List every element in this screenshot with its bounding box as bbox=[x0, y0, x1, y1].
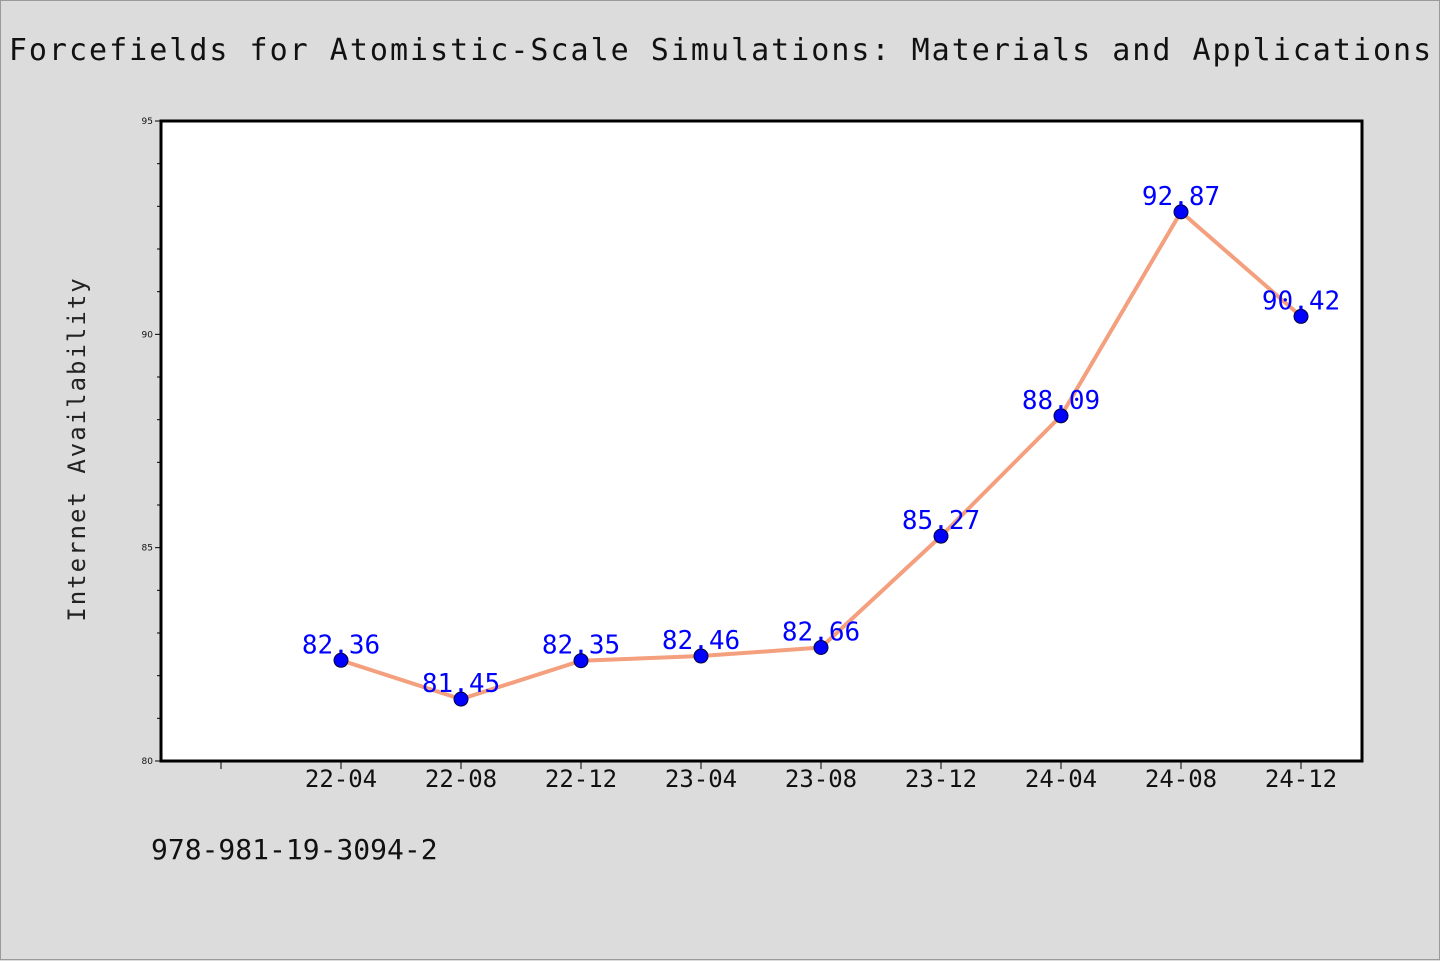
data-point bbox=[1293, 308, 1309, 324]
x-tick-label: 24-08 bbox=[1145, 765, 1217, 793]
x-tick-label: 22-04 bbox=[305, 765, 377, 793]
y-tick-label: 90 bbox=[142, 330, 154, 340]
data-label: 90.42 bbox=[1262, 286, 1340, 316]
y-tick-label: 80 bbox=[142, 757, 154, 767]
plot-area bbox=[159, 119, 1364, 763]
x-tick-label: 24-04 bbox=[1025, 765, 1097, 793]
data-point bbox=[813, 640, 829, 656]
data-label: 82.36 bbox=[302, 630, 380, 660]
x-tick-label: 23-12 bbox=[905, 765, 977, 793]
data-point bbox=[1173, 204, 1189, 220]
x-tick-label: 24-12 bbox=[1265, 765, 1337, 793]
data-point bbox=[933, 528, 949, 544]
chart-title: Forcefields for Atomistic-Scale Simulati… bbox=[8, 33, 1434, 68]
data-label: 81.45 bbox=[422, 669, 500, 699]
x-tick-label: 22-12 bbox=[545, 765, 617, 793]
data-label: 82.66 bbox=[782, 618, 860, 648]
data-label: 82.35 bbox=[542, 631, 620, 661]
data-point bbox=[1053, 408, 1069, 424]
x-tick-label: 23-04 bbox=[665, 765, 737, 793]
data-label: 92.87 bbox=[1142, 182, 1220, 212]
isbn-text: 978-981-19-3094-2 bbox=[151, 833, 438, 866]
data-point bbox=[333, 652, 349, 668]
y-tick-label: 85 bbox=[142, 544, 153, 554]
data-label: 88.09 bbox=[1022, 386, 1100, 416]
data-point bbox=[573, 653, 589, 669]
data-label: 85.27 bbox=[902, 506, 980, 536]
data-point bbox=[453, 691, 469, 707]
data-label: 82.46 bbox=[662, 626, 740, 656]
x-tick-label: 22-08 bbox=[425, 765, 497, 793]
y-tick-label: 95 bbox=[142, 117, 153, 127]
x-tick-label: 23-08 bbox=[785, 765, 857, 793]
data-point bbox=[693, 648, 709, 664]
